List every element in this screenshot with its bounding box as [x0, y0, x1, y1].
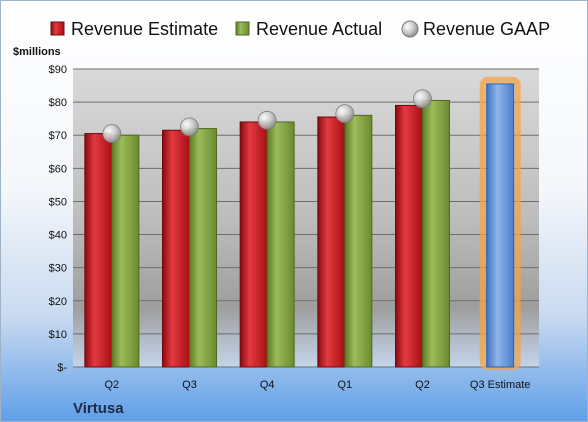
- gaap-marker: [180, 117, 199, 137]
- gaap-marker: [102, 124, 122, 143]
- y-tick-label: $-: [57, 362, 67, 374]
- bar-revenue-estimate: [162, 129, 190, 368]
- gaap-marker: [413, 89, 432, 109]
- y-tick-label: $90: [49, 64, 67, 76]
- gaap-markers: [102, 89, 432, 143]
- bar-revenue-actual: [422, 99, 450, 368]
- chart-legend: Revenue Estimate Revenue Actual Revenue GA…: [50, 19, 550, 39]
- x-axis-ticks: Q2 Q3 Q4 Q1 Q2 Q3 Estimate: [104, 379, 530, 391]
- x-tick-label: Q3 Estimate: [470, 379, 531, 391]
- y-tick-label: $50: [49, 196, 67, 208]
- y-tick-label: $30: [49, 263, 67, 275]
- bar-revenue-actual: [189, 128, 217, 368]
- bar-revenue-estimate: [84, 133, 113, 368]
- y-tick-label: $20: [49, 296, 67, 308]
- y-tick-label: $80: [49, 97, 67, 109]
- company-name: Virtusa: [73, 400, 124, 417]
- bar-revenue-estimate: [317, 116, 346, 368]
- gaap-marker: [257, 110, 277, 130]
- y-tick-label: $60: [49, 163, 67, 175]
- plot-area: [73, 69, 539, 367]
- bar-q3-estimate: [486, 83, 515, 368]
- bar-revenue-estimate: [239, 121, 268, 368]
- legend-swatch: [401, 20, 419, 38]
- gaap-marker: [335, 104, 355, 124]
- x-tick-label: Q2: [415, 379, 430, 391]
- bar-revenue-actual: [344, 114, 373, 368]
- x-tick-label: Q3: [182, 379, 197, 391]
- x-tick-label: Q2: [104, 379, 119, 391]
- y-tick-label: $10: [49, 329, 67, 341]
- bar-revenue-estimate: [395, 104, 423, 368]
- grid-lines: [73, 68, 539, 368]
- legend-label: Revenue Estimate: [71, 19, 218, 39]
- legend-swatch: [50, 21, 65, 36]
- legend-label: Revenue GAAP: [423, 19, 550, 39]
- y-axis-ticks: $- $10 $20 $30 $40 $50 $60 $70 $80 $90: [49, 64, 68, 374]
- legend-label: Revenue Actual: [256, 19, 382, 39]
- y-tick-label: $40: [49, 230, 67, 242]
- bar-revenue-actual: [266, 121, 295, 368]
- legend-swatch: [235, 21, 250, 36]
- x-tick-label: Q1: [337, 379, 352, 391]
- y-tick-label: $70: [49, 130, 67, 142]
- y-axis-unit-label: $millions: [13, 46, 61, 58]
- bar-series: [84, 76, 521, 371]
- bar-revenue-actual: [111, 134, 140, 368]
- x-tick-label: Q4: [260, 379, 275, 391]
